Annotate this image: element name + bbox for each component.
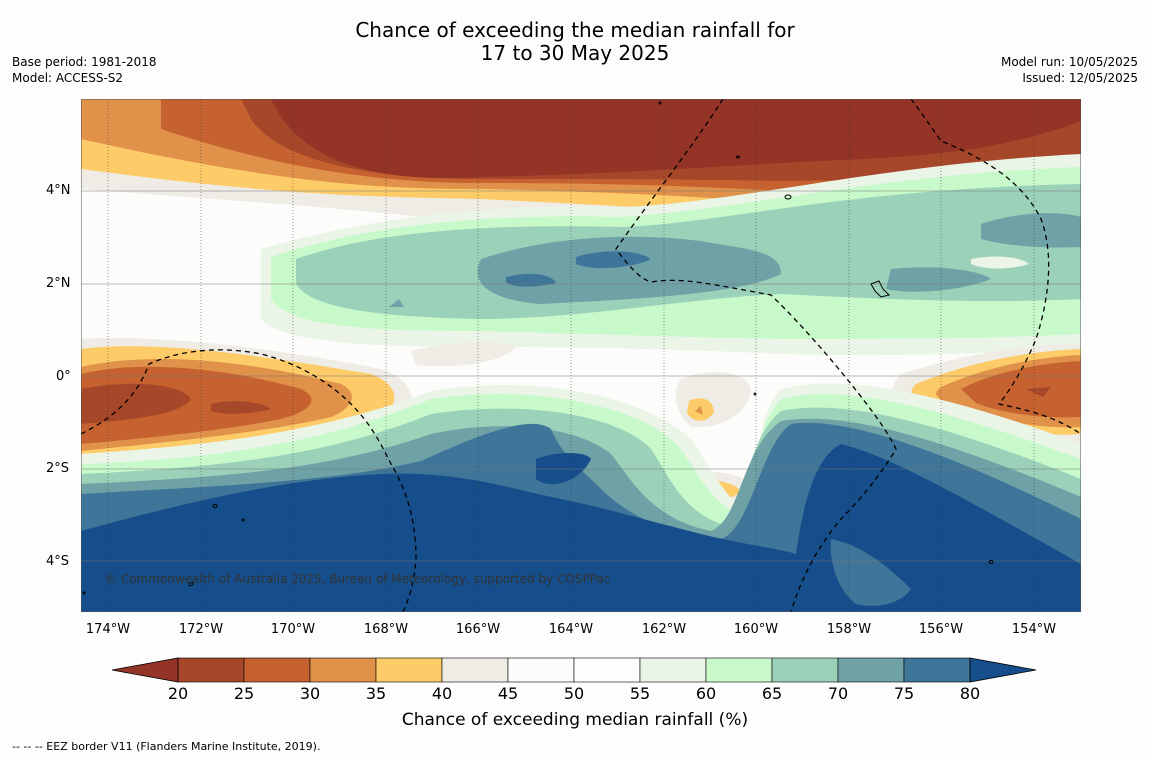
latitude-gridlines	[81, 190, 1081, 562]
east-dry-20	[1026, 387, 1051, 397]
colorbar-tick: 50	[563, 684, 585, 703]
meta-left: Base period: 1981-2018 Model: ACCESS-S2	[12, 54, 157, 86]
colorbar-label: Chance of exceeding median rainfall (%)	[401, 710, 749, 730]
north-wet-75-b	[506, 273, 556, 287]
colorbar-over-arrow	[969, 657, 1037, 683]
colorbar-swatch	[639, 657, 707, 683]
south-wet-over	[81, 444, 1081, 612]
colorbar-swatch	[705, 657, 773, 683]
lon-label-172w: 172°W	[178, 622, 224, 637]
rainfall-map-svg	[81, 99, 1081, 612]
lon-label-168w: 168°W	[363, 622, 409, 637]
central-dry-40-c	[411, 342, 516, 367]
colorbar-tick: 70	[827, 684, 849, 703]
copyright-notice: © Commonwealth of Australia 2025, Bureau…	[105, 572, 611, 586]
lon-label-166w: 166°W	[455, 622, 501, 637]
issued-text: Issued: 12/05/2025	[1022, 71, 1138, 85]
south-over-pocket	[536, 453, 591, 485]
islands	[82, 101, 994, 595]
lat-label-4s: 4°S	[46, 554, 70, 569]
lon-label-164w: 164°W	[548, 622, 594, 637]
lon-label-170w: 170°W	[270, 622, 316, 637]
colorbar-tick: 25	[233, 684, 255, 703]
model-run-text: Model run: 10/05/2025	[1000, 55, 1138, 69]
lat-label-eq: 0°	[56, 369, 71, 384]
colorbar-tick: 60	[695, 684, 717, 703]
eez-borders	[81, 99, 1081, 612]
colorbar-swatch	[243, 657, 311, 683]
colorbar-tick: 30	[299, 684, 321, 703]
colorbar-swatch	[309, 657, 377, 683]
colorbar-tick: 55	[629, 684, 651, 703]
meta-right: Model run: 10/05/2025 Issued: 12/05/2025	[1001, 54, 1138, 86]
colorbar-under-arrow	[112, 657, 179, 683]
lat-label-4n: 4°N	[46, 183, 71, 198]
colorbar-tick: 40	[431, 684, 453, 703]
colorbar-tick: 20	[167, 684, 189, 703]
colorbar-tick: 35	[365, 684, 387, 703]
lat-label-2s: 2°S	[46, 461, 70, 476]
colorbar-tick: 80	[959, 684, 981, 703]
north-wet-75	[576, 251, 651, 269]
north-wet-70-far-east	[981, 213, 1081, 248]
north-small-wet	[389, 299, 404, 307]
lon-label-160w: 160°W	[733, 622, 779, 637]
south-75-tongue	[830, 539, 911, 606]
colorbar-tick: 75	[893, 684, 915, 703]
map-title: Chance of exceeding the median rainfall …	[0, 19, 1150, 65]
lat-label-2n: 2°N	[46, 276, 71, 291]
eez-footnote: -- -- -- EEZ border V11 (Flanders Marine…	[12, 740, 321, 753]
east-light-patch	[971, 256, 1029, 269]
north-band-under	[271, 99, 1081, 179]
colorbar-swatch	[837, 657, 905, 683]
colorbar-swatch	[507, 657, 575, 683]
rainfall-map: © Commonwealth of Australia 2025, Bureau…	[81, 99, 1081, 612]
colorbar-tick: 65	[761, 684, 783, 703]
lon-label-174w: 174°W	[85, 622, 131, 637]
central-dry-30-dot	[695, 406, 703, 415]
north-wet-70-east	[886, 267, 991, 292]
colorbar	[112, 657, 1037, 683]
base-period-text: Base period: 1981-2018	[12, 55, 157, 69]
east-dry-25	[961, 361, 1081, 418]
lon-label-154w: 154°W	[1011, 622, 1057, 637]
lon-label-162w: 162°W	[641, 622, 687, 637]
north-wet-70	[477, 236, 781, 304]
colorbar-tick: 45	[497, 684, 519, 703]
colorbar-swatch	[375, 657, 443, 683]
west-dry-20-b	[211, 401, 271, 414]
colorbar-swatch	[771, 657, 839, 683]
colorbar-swatch	[903, 657, 971, 683]
colorbar-swatch	[573, 657, 641, 683]
title-line-1: Chance of exceeding the median rainfall …	[355, 18, 795, 42]
lon-label-156w: 156°W	[918, 622, 964, 637]
lon-label-158w: 158°W	[826, 622, 872, 637]
west-dry-20	[81, 383, 191, 424]
title-line-2: 17 to 30 May 2025	[480, 41, 670, 65]
model-text: Model: ACCESS-S2	[12, 71, 124, 85]
colorbar-swatch	[441, 657, 509, 683]
colorbar-swatch	[177, 657, 245, 683]
